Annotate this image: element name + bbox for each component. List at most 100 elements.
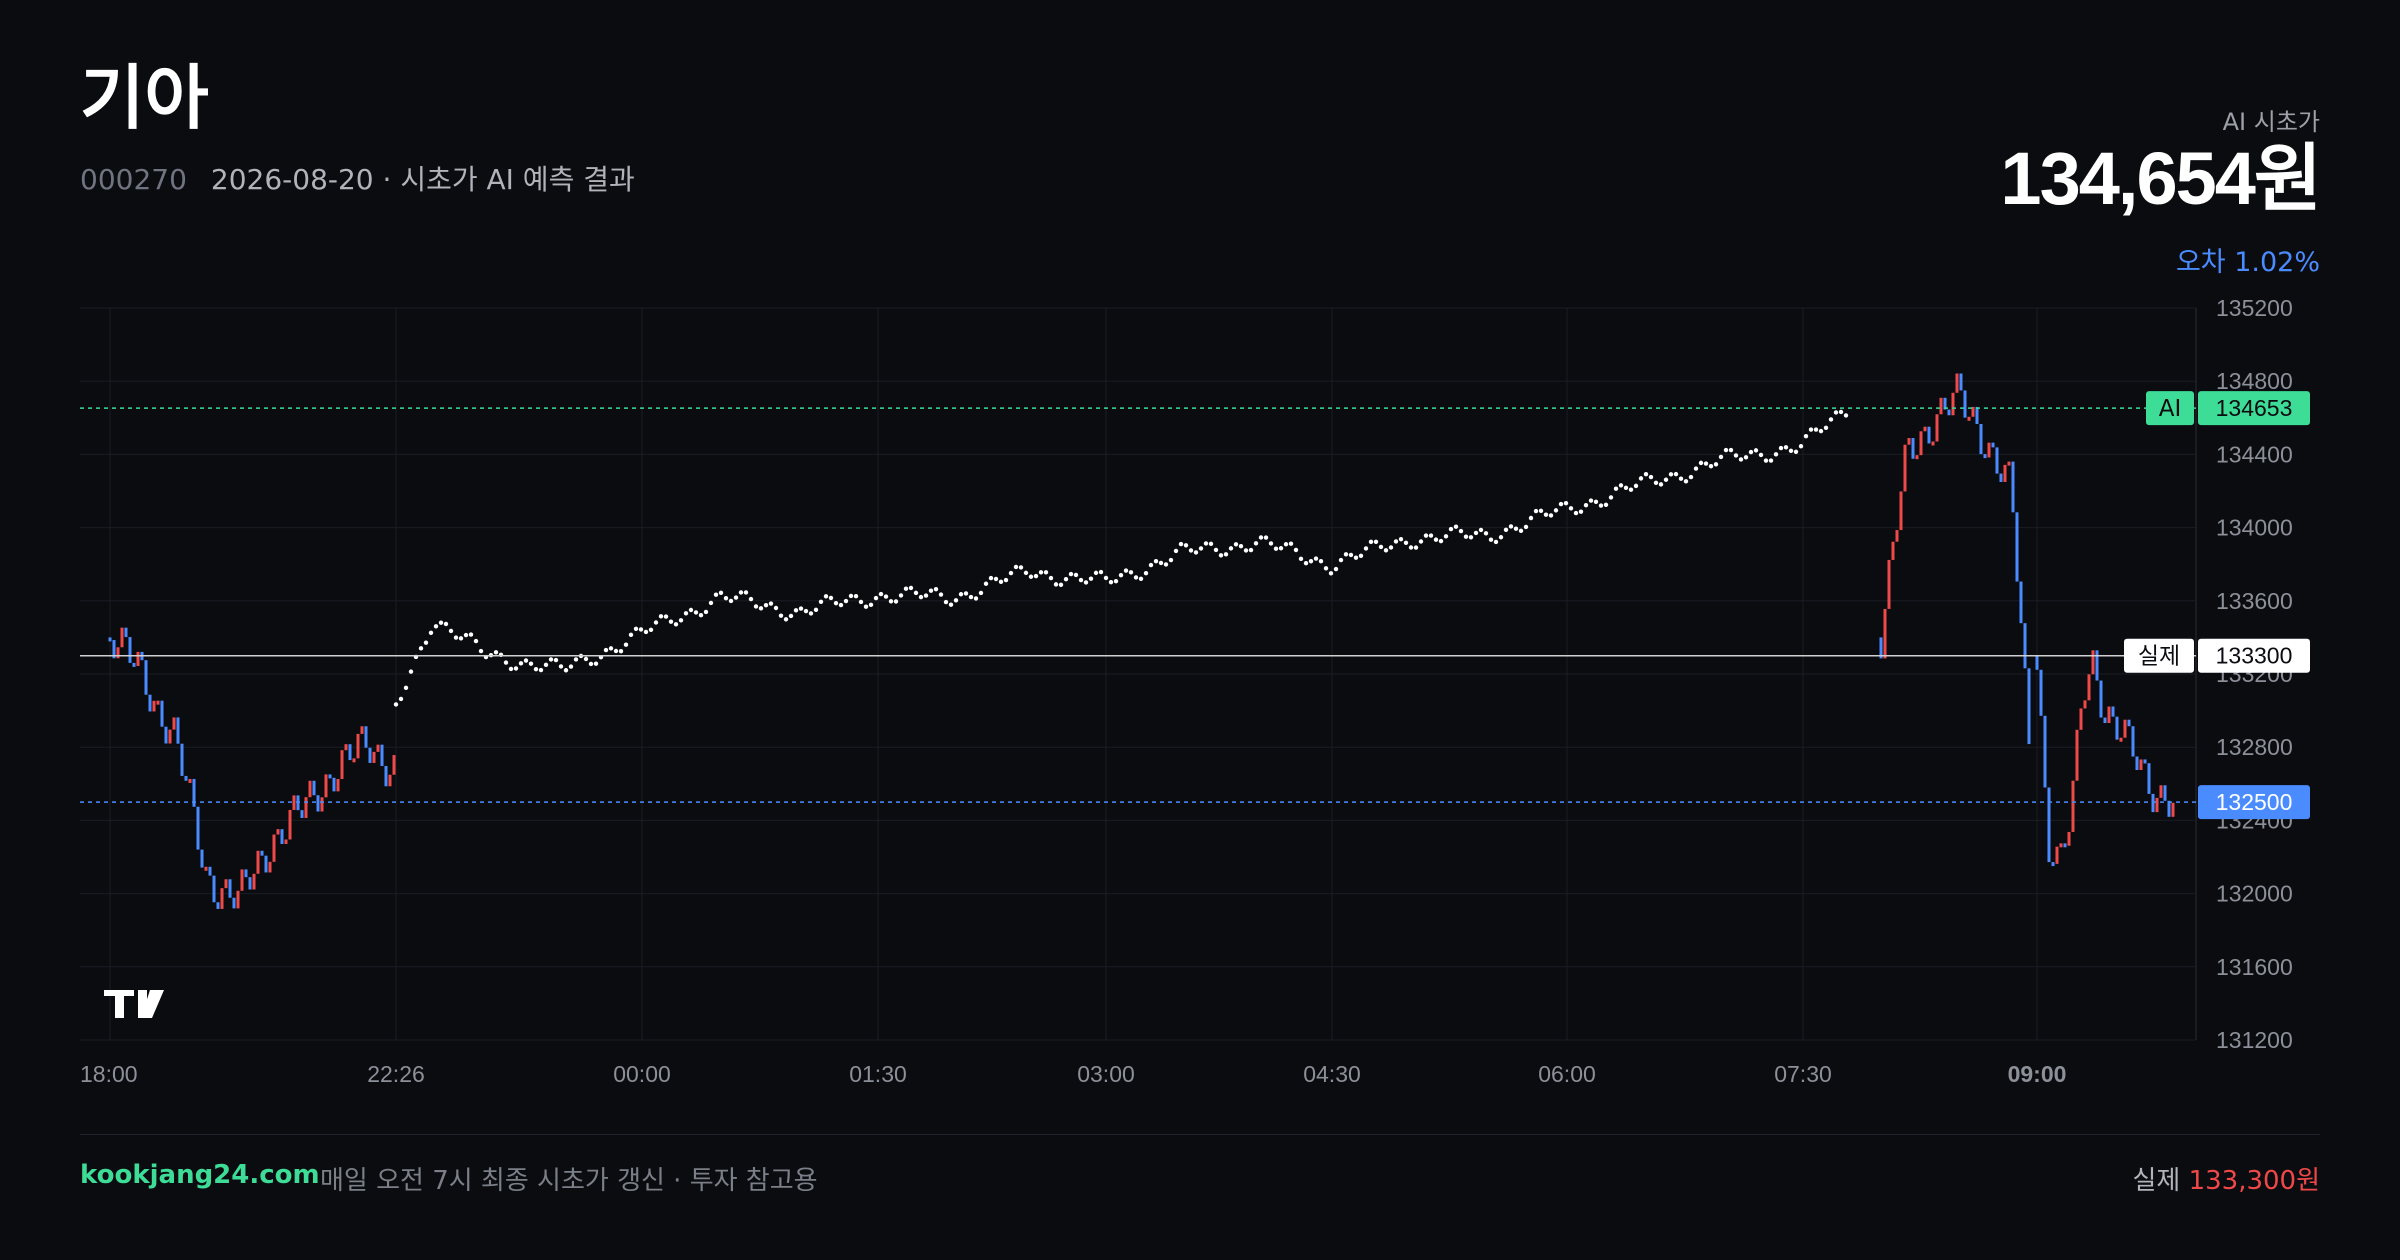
prediction-point — [928, 588, 934, 593]
prediction-point — [823, 594, 829, 599]
morning-premarket-bar — [2007, 461, 2011, 466]
prediction-point — [548, 657, 554, 662]
prediction-point — [1238, 543, 1244, 549]
prediction-point — [1683, 479, 1689, 484]
prediction-point — [1693, 466, 1699, 471]
prediction-point — [608, 646, 614, 651]
y-tick-label: 135200 — [2216, 295, 2293, 321]
prediction-point — [1778, 445, 1784, 451]
prediction-point — [783, 617, 789, 622]
prediction-point — [758, 606, 764, 611]
regular-session-bar — [2103, 717, 2107, 724]
prediction-point — [1428, 533, 1434, 538]
prediction-point — [468, 632, 474, 637]
x-tick-label: 18:00 — [80, 1061, 138, 1087]
prediction-point — [658, 614, 664, 619]
evening-session-bar — [280, 829, 284, 845]
prediction-point — [623, 642, 629, 647]
prediction-point — [1128, 570, 1134, 575]
prediction-point — [1788, 448, 1794, 454]
actual-price: 실제 133,300원 — [2132, 1160, 2320, 1197]
evening-session-bar — [224, 879, 228, 889]
morning-premarket-bar — [1915, 455, 1919, 460]
regular-session-bar — [2127, 719, 2131, 727]
prediction-point — [1413, 545, 1419, 550]
prediction-point — [1178, 541, 1184, 547]
prediction-point — [1038, 570, 1044, 575]
regular-session-bar — [2087, 674, 2091, 701]
evening-session-bar — [272, 834, 276, 862]
prediction-point — [838, 602, 844, 608]
prediction-point — [508, 666, 514, 672]
prediction-point — [1398, 536, 1404, 542]
x-tick-label: 07:30 — [1774, 1061, 1832, 1087]
prediction-point — [983, 581, 989, 586]
prediction-point — [1003, 577, 1009, 583]
evening-session-bar — [148, 694, 152, 712]
prediction-point — [543, 662, 549, 668]
prediction-point — [798, 606, 804, 611]
prediction-point — [523, 658, 529, 663]
prediction-point — [1828, 417, 1834, 422]
evening-session-bar — [164, 726, 168, 744]
prediction-point — [618, 649, 624, 654]
evening-session-bar — [308, 780, 312, 798]
prediction-point — [1043, 570, 1049, 575]
prediction-point — [1153, 558, 1159, 564]
regular-session-bar — [2107, 706, 2111, 724]
evening-session-bar — [292, 795, 296, 810]
x-tick-label: 00:00 — [613, 1061, 671, 1087]
evening-session-bar — [112, 640, 116, 659]
chart-grid — [80, 307, 2197, 1041]
prediction-point — [863, 604, 869, 609]
evening-session-bar — [352, 758, 356, 763]
regular-session-bar — [2095, 650, 2099, 681]
prediction-point — [403, 685, 409, 691]
prediction-point — [1253, 541, 1259, 546]
prediction-point — [463, 632, 469, 638]
prediction-point — [1568, 506, 1574, 511]
prediction-point — [1053, 582, 1059, 587]
regular-session-bar — [2167, 800, 2171, 817]
reference-value-tag — [2198, 391, 2310, 426]
morning-premarket-bar — [1939, 397, 1943, 415]
prediction-point — [1423, 533, 1429, 538]
evening-session-bar — [136, 651, 140, 667]
prediction-point — [1528, 515, 1534, 521]
regular-session-bar — [2043, 715, 2047, 788]
prediction-point — [1543, 512, 1549, 517]
prediction-point — [873, 595, 879, 601]
prediction-point — [1803, 434, 1809, 439]
prediction-point — [743, 590, 749, 595]
prediction-point — [653, 620, 659, 625]
regular-session-bar — [2135, 756, 2139, 770]
prediction-point — [1273, 546, 1279, 551]
prediction-point — [1588, 498, 1594, 503]
prediction-point — [1198, 546, 1204, 551]
reference-label-tag — [2146, 391, 2194, 426]
morning-premarket-bar — [1975, 406, 1979, 425]
prediction-point — [398, 696, 404, 702]
prediction-point — [813, 607, 819, 613]
site-link[interactable]: kookjang24.com — [80, 1160, 320, 1190]
prediction-point — [1838, 409, 1844, 415]
prediction-point — [1183, 543, 1189, 548]
prediction-point — [1843, 413, 1849, 418]
prediction-point — [1133, 575, 1139, 580]
prediction-point — [848, 593, 854, 599]
prediction-point — [1523, 524, 1529, 530]
actual-price-value: 133,300원 — [2188, 1166, 2320, 1196]
subtitle: 000270 2026-08-20 · 시초가 AI 예측 결과 — [80, 158, 635, 198]
morning-premarket-bar — [1955, 373, 1959, 393]
prediction-point — [858, 599, 864, 605]
prediction-point — [1078, 577, 1084, 583]
prediction-point — [1498, 535, 1504, 540]
prediction-point — [673, 622, 679, 627]
prediction-point — [763, 602, 769, 608]
evening-session-bar — [156, 700, 160, 705]
prediction-point — [698, 612, 704, 618]
prediction-point — [1058, 582, 1064, 587]
prediction-point — [688, 607, 694, 613]
prediction-point — [908, 585, 914, 591]
morning-premarket-bar — [1979, 424, 1983, 455]
